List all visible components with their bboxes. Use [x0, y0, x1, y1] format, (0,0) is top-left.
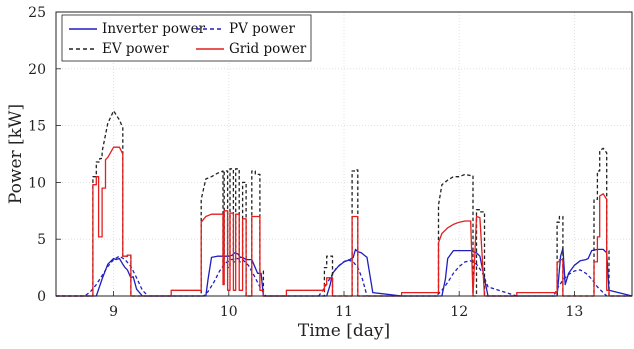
legend-box: [61, 14, 312, 62]
y-tick-labels: 0 5 10 15 20 25: [28, 5, 61, 305]
x-tick-label: 12: [450, 304, 468, 320]
y-tick-label: 5: [37, 232, 46, 248]
y-tick-label: 15: [28, 119, 46, 135]
y-tick-label: 0: [37, 289, 46, 305]
legend-label-inverter: Inverter power: [102, 21, 206, 37]
y-tick-label: 20: [28, 62, 46, 78]
legend: Inverter power PV power EV power Grid po…: [61, 14, 312, 62]
plot-border: [55, 11, 633, 297]
x-tick-labels: 9 10 11 12 13: [109, 291, 583, 320]
y-tick-label: 25: [28, 5, 46, 21]
grid-lines: [56, 12, 632, 296]
y-axis-label: Power [kW]: [6, 104, 26, 204]
legend-label-ev: EV power: [102, 41, 169, 57]
y-tick-label: 10: [28, 175, 46, 191]
legend-label-pv: PV power: [229, 21, 295, 37]
x-tick-label: 9: [109, 304, 118, 320]
x-tick-label: 13: [565, 304, 583, 320]
x-tick-label: 11: [335, 304, 353, 320]
legend-label-grid: Grid power: [229, 41, 307, 57]
x-axis-label: Time [day]: [298, 321, 390, 341]
series-group: [56, 110, 633, 297]
series-line-grid: [56, 146, 632, 297]
x-tick-label: 10: [220, 304, 238, 320]
